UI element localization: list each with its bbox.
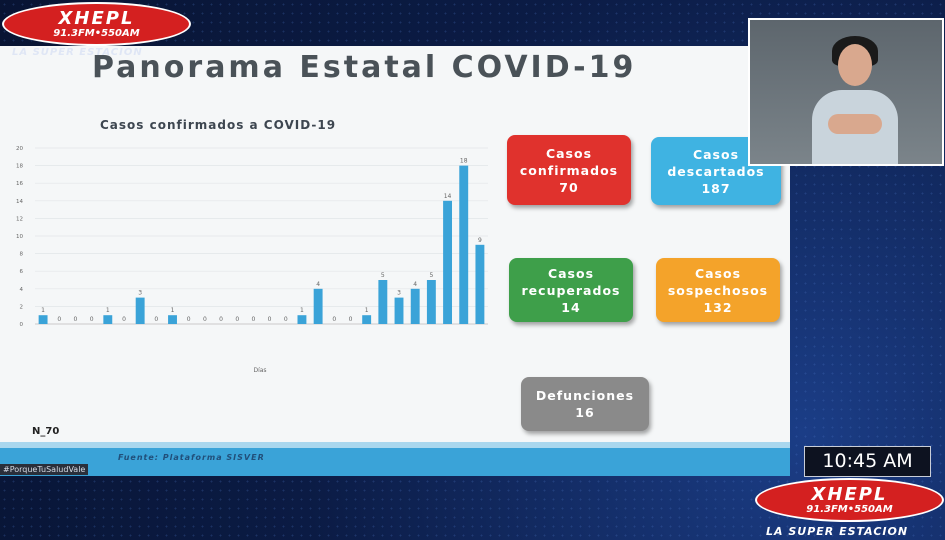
data-label: 5 <box>429 272 433 279</box>
chart-bar <box>475 244 485 324</box>
data-label: 0 <box>268 316 272 323</box>
logo-frequency: 91.3FM•550AM <box>53 27 140 39</box>
data-label: 0 <box>90 316 94 323</box>
y-tick-label: 8 <box>20 252 24 258</box>
y-tick-label: 6 <box>20 269 24 275</box>
y-tick-label: 18 <box>16 164 23 170</box>
data-label: 14 <box>444 193 452 200</box>
data-label: 0 <box>154 316 158 323</box>
y-tick-label: 0 <box>20 322 24 328</box>
source-note: Fuente: Plataforma SISVER <box>118 453 265 462</box>
data-label: 0 <box>122 316 126 323</box>
data-label: 0 <box>187 316 191 323</box>
discarded-cases-box: Casos descartados 187 <box>651 137 781 205</box>
chart-bar <box>394 297 404 324</box>
data-label: 0 <box>332 316 336 323</box>
confirmed-value: 70 <box>559 179 579 195</box>
discarded-label-2: descartados <box>667 163 765 179</box>
deaths-label: Defunciones <box>535 388 635 403</box>
confirmed-cases-box: Casos confirmados 70 <box>507 135 631 205</box>
chart-bar <box>168 315 177 324</box>
data-label: 3 <box>397 290 401 297</box>
data-label: 0 <box>349 316 353 323</box>
data-label: 0 <box>74 316 78 323</box>
chart-bar <box>297 315 307 324</box>
slide-footer-bar: Fuente: Plataforma SISVER <box>0 442 790 476</box>
data-label: 1 <box>41 307 45 314</box>
chart-bar <box>313 288 323 324</box>
y-tick-label: 16 <box>16 181 23 187</box>
recovered-label-1: Casos <box>547 265 595 281</box>
recovered-label-2: recuperados <box>521 282 621 298</box>
data-label: 1 <box>300 307 304 314</box>
y-tick-label: 4 <box>20 287 24 293</box>
sign-language-interpreter-video <box>748 18 944 166</box>
hashtag-label: #PorqueTuSaludVale <box>0 464 89 475</box>
data-label: 1 <box>365 307 369 314</box>
data-label: 9 <box>478 237 482 244</box>
station-tagline-bottom: LA SUPER ESTACION <box>766 525 909 538</box>
logo-name: XHEPL <box>58 7 135 29</box>
y-tick-label: 2 <box>20 304 24 310</box>
suspected-label-2: sospechosos <box>667 282 769 298</box>
discarded-label-1: Casos <box>692 146 740 162</box>
chart-bar <box>135 297 145 324</box>
logo-name-bottom: XHEPL <box>811 483 888 505</box>
data-label: 5 <box>381 272 385 279</box>
chart-bar <box>443 200 453 324</box>
time-display: 10:45 AM <box>804 446 931 477</box>
suspected-label-1: Casos <box>694 265 742 281</box>
n-label: N_70 <box>32 426 60 437</box>
chart-bar <box>410 288 420 324</box>
chart-bar <box>378 280 388 324</box>
station-logo-bottom: XHEPL 91.3FM•550AM <box>755 478 944 522</box>
suspected-value: 132 <box>703 299 733 315</box>
y-tick-label: 12 <box>16 216 23 222</box>
confirmed-label-2: confirmados <box>519 162 619 178</box>
data-label: 0 <box>284 316 288 323</box>
discarded-value: 187 <box>701 180 731 196</box>
station-logo-top: XHEPL 91.3FM•550AM <box>2 2 191 46</box>
y-tick-label: 20 <box>16 146 23 152</box>
confirmed-label-1: Casos <box>545 145 593 161</box>
x-axis-label: Días <box>253 367 266 374</box>
data-label: 3 <box>138 290 142 297</box>
station-tagline-top: LA SUPER ESTACION <box>12 47 143 58</box>
data-label: 1 <box>106 307 110 314</box>
y-tick-label: 14 <box>16 199 23 205</box>
data-label: 4 <box>316 281 320 288</box>
chart-bar <box>38 315 48 324</box>
data-label: 0 <box>57 316 61 323</box>
data-label: 4 <box>413 281 417 288</box>
deaths-box: Defunciones 16 <box>521 377 649 431</box>
data-label: 0 <box>203 316 207 323</box>
data-label: 0 <box>235 316 239 323</box>
recovered-cases-box: Casos recuperados 14 <box>509 258 633 322</box>
logo-frequency-bottom: 91.3FM•550AM <box>806 503 893 515</box>
slide-title: Panorama Estatal COVID-19 <box>92 50 637 85</box>
data-label: 18 <box>460 158 468 165</box>
chart-bar <box>362 315 372 324</box>
data-label: 0 <box>251 316 255 323</box>
suspected-cases-box: Casos sospechosos 132 <box>656 258 780 322</box>
data-label: 0 <box>219 316 223 323</box>
chart-title: Casos confirmados a COVID-19 <box>100 118 337 132</box>
deaths-value: 16 <box>575 405 595 420</box>
presentation-slide: Panorama Estatal COVID-19 Casos confirma… <box>0 46 790 476</box>
recovered-value: 14 <box>561 299 581 315</box>
chart-bar <box>426 280 436 324</box>
data-label: 1 <box>171 307 175 314</box>
y-tick-label: 10 <box>16 234 23 240</box>
chart-bar <box>103 315 113 324</box>
chart-bar <box>459 165 469 324</box>
